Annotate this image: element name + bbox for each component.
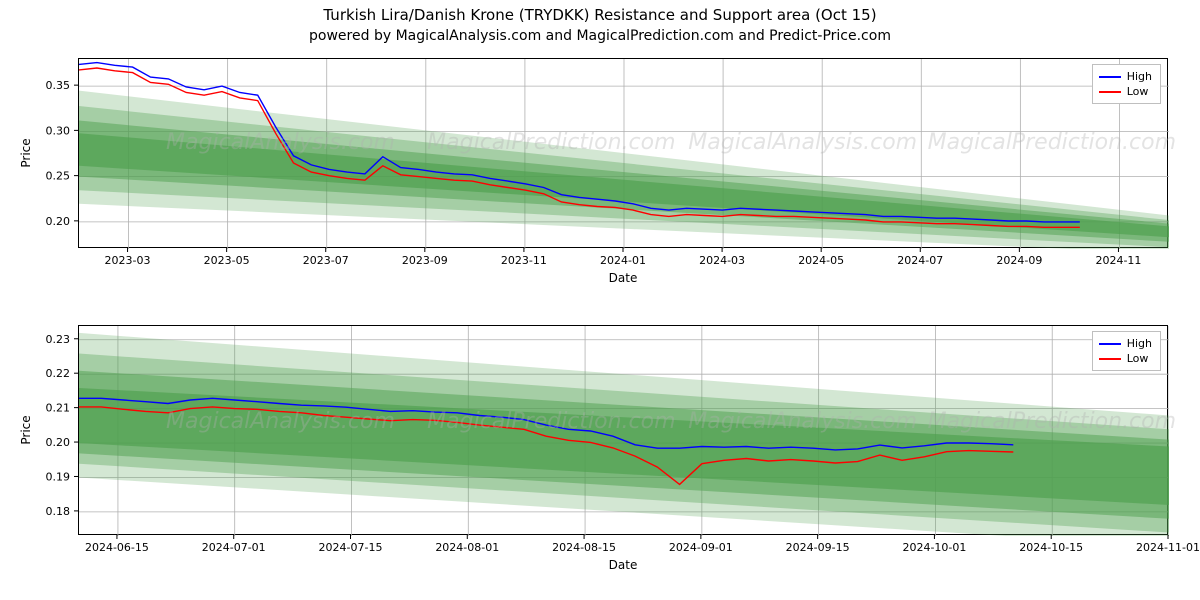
svg-text:2023-05: 2023-05 — [204, 254, 250, 267]
svg-text:2023-03: 2023-03 — [105, 254, 151, 267]
svg-text:0.20: 0.20 — [46, 215, 71, 228]
legend-row-low: Low — [1099, 84, 1152, 99]
svg-text:0.30: 0.30 — [46, 124, 71, 137]
legend-swatch-high — [1099, 76, 1121, 78]
chart-subtitle: powered by MagicalAnalysis.com and Magic… — [0, 24, 1200, 48]
legend-row-low-b: Low — [1099, 351, 1152, 366]
svg-text:0.20: 0.20 — [46, 436, 71, 449]
svg-text:2024-05: 2024-05 — [798, 254, 844, 267]
svg-text:2024-07: 2024-07 — [897, 254, 943, 267]
legend-label-low-b: Low — [1127, 352, 1149, 365]
svg-text:2024-10-01: 2024-10-01 — [902, 541, 966, 554]
svg-text:Price: Price — [19, 138, 33, 167]
svg-text:0.25: 0.25 — [46, 170, 71, 183]
svg-text:2024-08-15: 2024-08-15 — [552, 541, 616, 554]
svg-text:Price: Price — [19, 415, 33, 444]
chart-svg-top — [79, 59, 1169, 249]
svg-text:2024-06-15: 2024-06-15 — [85, 541, 149, 554]
legend-top: High Low — [1092, 64, 1161, 104]
svg-text:2024-09-01: 2024-09-01 — [669, 541, 733, 554]
svg-text:2023-11: 2023-11 — [501, 254, 547, 267]
legend-label-high-b: High — [1127, 337, 1152, 350]
svg-text:2024-08-01: 2024-08-01 — [435, 541, 499, 554]
svg-text:0.19: 0.19 — [46, 470, 71, 483]
svg-text:2024-11-01: 2024-11-01 — [1136, 541, 1200, 554]
svg-text:2024-11: 2024-11 — [1095, 254, 1141, 267]
chart-svg-bottom — [79, 326, 1169, 536]
svg-text:2024-09-15: 2024-09-15 — [786, 541, 850, 554]
chart-panel-bottom: High Low MagicalAnalysis.com MagicalPred… — [78, 325, 1168, 535]
svg-text:2024-07-01: 2024-07-01 — [202, 541, 266, 554]
svg-text:0.23: 0.23 — [46, 333, 71, 346]
svg-text:2024-07-15: 2024-07-15 — [319, 541, 383, 554]
svg-text:2024-09: 2024-09 — [996, 254, 1042, 267]
chart-title: Turkish Lira/Danish Krone (TRYDKK) Resis… — [0, 0, 1200, 24]
svg-text:2024-03: 2024-03 — [699, 254, 745, 267]
legend-row-high-b: High — [1099, 336, 1152, 351]
svg-text:2023-09: 2023-09 — [402, 254, 448, 267]
svg-text:0.35: 0.35 — [46, 79, 71, 92]
svg-text:0.22: 0.22 — [46, 367, 71, 380]
svg-text:2024-01: 2024-01 — [600, 254, 646, 267]
legend-swatch-low — [1099, 91, 1121, 93]
legend-row-high: High — [1099, 69, 1152, 84]
svg-text:0.21: 0.21 — [46, 402, 71, 415]
chart-panel-top: High Low MagicalAnalysis.com MagicalPred… — [78, 58, 1168, 248]
svg-text:Date: Date — [609, 558, 638, 572]
legend-label-low: Low — [1127, 85, 1149, 98]
legend-bottom: High Low — [1092, 331, 1161, 371]
svg-text:2023-07: 2023-07 — [303, 254, 349, 267]
legend-swatch-high-b — [1099, 343, 1121, 345]
legend-label-high: High — [1127, 70, 1152, 83]
svg-text:2024-10-15: 2024-10-15 — [1019, 541, 1083, 554]
svg-text:Date: Date — [609, 271, 638, 285]
svg-text:0.18: 0.18 — [46, 505, 71, 518]
legend-swatch-low-b — [1099, 358, 1121, 360]
